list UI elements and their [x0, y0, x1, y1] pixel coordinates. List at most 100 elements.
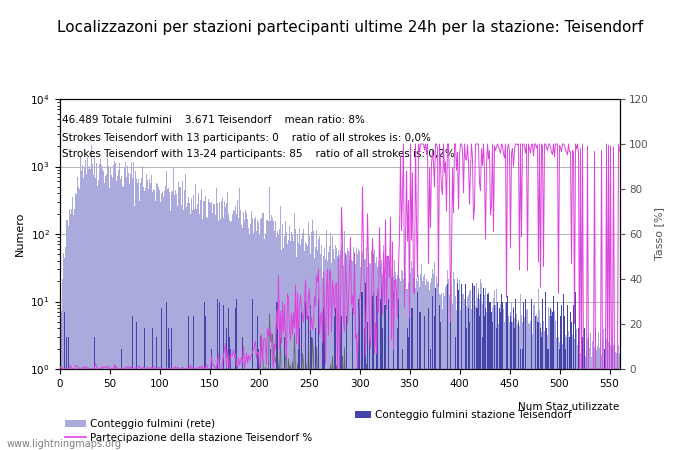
Partecipazione della stazione Teisendorf % [420, 147, 428, 153]
Bar [368, 256, 369, 450]
Bar [569, 337, 570, 450]
Bar [361, 292, 362, 450]
Bar [446, 285, 447, 450]
Bar [601, 355, 602, 450]
Bar [535, 322, 536, 450]
Bar [460, 310, 461, 450]
Bar [473, 285, 474, 450]
Bar [238, 218, 239, 450]
Bar [546, 328, 547, 450]
Bar [344, 231, 345, 450]
Bar [430, 283, 431, 450]
Bar [471, 309, 472, 450]
Bar [520, 349, 521, 450]
Bar [129, 184, 130, 450]
Bar [531, 342, 532, 450]
Bar [406, 289, 407, 450]
Bar [518, 320, 519, 450]
Bar [121, 349, 122, 450]
Bar [478, 294, 479, 450]
Bar [581, 330, 582, 450]
Bar [567, 340, 568, 450]
Bar [226, 328, 227, 450]
Bar [348, 251, 349, 450]
Bar [292, 234, 293, 450]
Bar [180, 187, 181, 450]
Bar [551, 310, 552, 450]
Bar [83, 178, 84, 450]
Bar [191, 198, 192, 450]
Bar [525, 299, 526, 450]
Bar [60, 345, 61, 450]
Bar [328, 252, 329, 450]
Bar [593, 353, 594, 450]
Bar [452, 304, 453, 450]
Bar [321, 245, 322, 450]
Bar [379, 266, 380, 450]
Bar [468, 295, 469, 450]
Bar [369, 337, 370, 450]
Bar [150, 184, 151, 450]
Bar [478, 288, 479, 450]
Bar [118, 170, 119, 450]
Bar [484, 316, 485, 450]
Bar [337, 256, 338, 450]
Bar [357, 254, 358, 450]
Bar [80, 156, 81, 450]
Bar [246, 213, 247, 450]
Bar [121, 176, 122, 450]
Bar [415, 288, 416, 450]
Partecipazione della stazione Teisendorf % [532, 145, 540, 151]
Bar [573, 305, 574, 450]
Bar [487, 294, 488, 450]
Bar [69, 209, 70, 450]
Bar [232, 214, 233, 450]
Bar [141, 178, 142, 450]
Bar [458, 290, 459, 450]
Bar [296, 256, 297, 450]
Text: Strokes Teisendorf with 13-24 participants: 85    ratio of all strokes is: 0,2%: Strokes Teisendorf with 13-24 participan… [62, 149, 455, 159]
Bar [210, 203, 211, 450]
Bar [522, 349, 523, 450]
Bar [335, 308, 336, 450]
Bar [544, 369, 545, 450]
Bar [538, 322, 539, 450]
Bar [504, 322, 505, 450]
Bar [186, 207, 187, 450]
Bar [81, 171, 82, 450]
Bar [350, 257, 351, 450]
Bar [301, 238, 302, 450]
Bar [387, 260, 388, 450]
Bar [491, 312, 492, 450]
Bar [266, 220, 267, 450]
Bar [380, 264, 381, 450]
Bar [397, 328, 398, 450]
Bar [322, 322, 323, 450]
Bar [216, 189, 217, 450]
Bar [443, 293, 444, 450]
Bar [111, 175, 112, 450]
Bar [212, 213, 213, 450]
Bar [241, 225, 242, 450]
Bar [492, 322, 493, 450]
Bar [556, 338, 557, 450]
Bar [324, 248, 325, 450]
Bar [353, 247, 354, 450]
Bar [610, 345, 611, 450]
Bar [412, 268, 413, 450]
Bar [106, 174, 107, 450]
Bar [502, 329, 503, 450]
Bar [399, 278, 400, 450]
Bar [236, 215, 237, 450]
Bar [66, 220, 67, 450]
Bar [550, 325, 551, 450]
Bar [220, 219, 221, 450]
Bar [89, 166, 90, 450]
Bar [352, 308, 353, 450]
Bar [68, 226, 69, 450]
Bar [482, 304, 483, 450]
Bar [256, 231, 257, 450]
Bar [562, 344, 563, 450]
Bar [64, 258, 65, 450]
Bar [254, 219, 255, 450]
